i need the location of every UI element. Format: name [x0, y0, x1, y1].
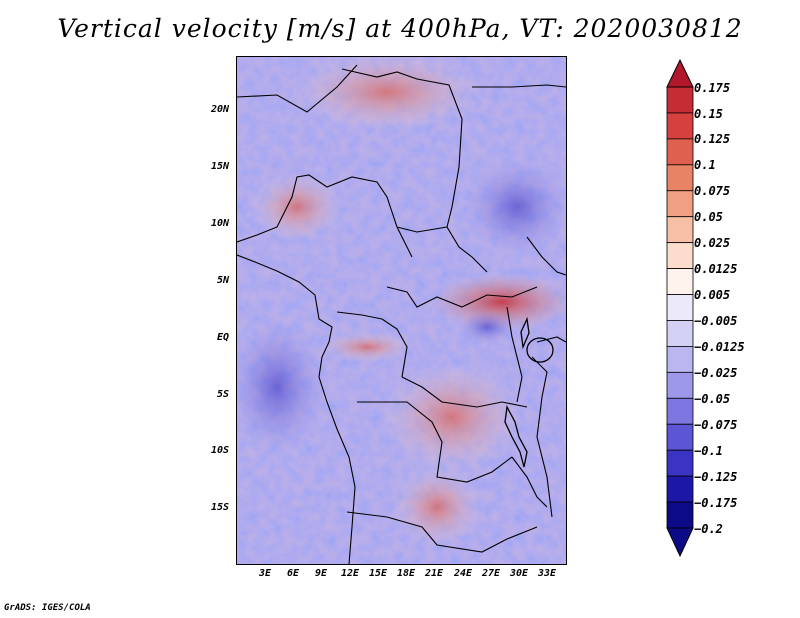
y-tick: 15N [210, 161, 229, 172]
colorbar-label: −0.125 [694, 470, 738, 484]
colorbar-segment [666, 346, 694, 373]
updraft-zone-sahara [292, 57, 482, 132]
colorbar-segment [666, 501, 694, 529]
downdraft-zone-sudan [462, 157, 566, 257]
x-tick: 3E [258, 568, 272, 579]
colorbar-segment [666, 371, 694, 399]
colorbar-segment [666, 449, 694, 477]
colorbar-segment [666, 294, 694, 321]
updraft-zone-gabon [322, 332, 412, 362]
x-tick: 15E [368, 568, 388, 579]
colorbar-segments [666, 86, 694, 529]
colorbar-segment [666, 423, 694, 451]
colorbar-label: 0.005 [694, 288, 731, 302]
chart-title: Vertical velocity [m/s] at 400hPa, VT: 2… [57, 14, 743, 43]
lake-victoria [526, 337, 554, 363]
colorbar-segment [666, 112, 694, 140]
x-tick: 18E [396, 568, 416, 579]
colorbar-label: −0.05 [694, 392, 731, 406]
y-tick: 15S [210, 502, 229, 513]
y-tick: 5S [216, 389, 229, 400]
colorbar-segment [666, 242, 694, 269]
colorbar [666, 58, 694, 558]
x-tick: 21E [424, 568, 444, 579]
colorbar-segment [666, 164, 694, 192]
y-tick: 10N [210, 218, 229, 229]
colorbar-segment [666, 397, 694, 425]
colorbar-segment [666, 475, 694, 503]
x-tick: 24E [453, 568, 473, 579]
colorbar-label: 0.05 [694, 210, 723, 224]
colorbar-segment [666, 190, 694, 218]
velocity-map [236, 56, 567, 565]
x-tick: 27E [481, 568, 501, 579]
updraft-zone-westafrica [252, 172, 342, 242]
downdraft-zone-center [457, 309, 517, 345]
lake-albert [520, 316, 530, 350]
colorbar-label: 0.125 [694, 132, 731, 146]
lake-tanganyika [504, 404, 528, 468]
colorbar-label: 0.075 [694, 184, 731, 198]
x-tick: 33E [537, 568, 557, 579]
updraft-zone-congo [382, 362, 522, 472]
colorbar-max-arrow [666, 58, 694, 88]
colorbar-segment [666, 268, 694, 295]
updraft-zone-south [392, 467, 482, 547]
colorbar-segment [666, 86, 694, 114]
colorbar-label: −0.005 [694, 314, 738, 328]
y-tick: EQ [216, 332, 229, 343]
credit-text: GrADS: IGES/COLA [4, 603, 91, 613]
x-tick: 30E [509, 568, 529, 579]
y-tick: 20N [210, 104, 229, 115]
colorbar-label: 0.175 [694, 81, 731, 95]
country-borders [237, 64, 566, 564]
colorbar-label: −0.175 [694, 496, 738, 510]
colorbar-label: −0.1 [694, 444, 723, 458]
x-tick: 12E [340, 568, 360, 579]
colorbar-min-arrow [666, 527, 694, 558]
colorbar-label: 0.1 [694, 158, 716, 172]
downdraft-zone-atlantic [237, 317, 327, 457]
lakes [504, 316, 554, 468]
colorbar-label: 0.025 [694, 236, 731, 250]
y-tick: 5N [216, 275, 229, 286]
colorbar-label: −0.025 [694, 366, 738, 380]
colorbar-label: −0.0125 [694, 340, 745, 354]
colorbar-label: −0.075 [694, 418, 738, 432]
colorbar-label: −0.2 [694, 522, 723, 536]
x-tick: 6E [286, 568, 300, 579]
x-tick: 9E [314, 568, 328, 579]
colorbar-segment [666, 320, 694, 347]
colorbar-label: 0.15 [694, 107, 723, 121]
colorbar-label: 0.0125 [694, 262, 738, 276]
map-field [237, 57, 566, 564]
colorbar-segment [666, 216, 694, 244]
colorbar-segment [666, 138, 694, 166]
y-tick: 10S [210, 445, 229, 456]
